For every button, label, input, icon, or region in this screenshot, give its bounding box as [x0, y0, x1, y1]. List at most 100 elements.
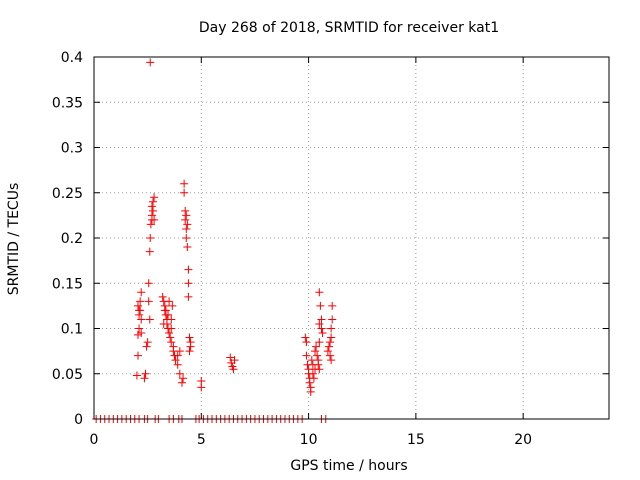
data-point — [313, 351, 322, 360]
data-point — [137, 288, 146, 297]
data-point — [314, 360, 323, 369]
data-point — [186, 342, 195, 351]
data-point — [184, 279, 193, 288]
data-point — [173, 351, 182, 360]
data-point — [180, 188, 189, 197]
data-point — [183, 243, 192, 252]
data-point — [175, 369, 184, 378]
data-point — [311, 347, 320, 356]
data-point — [317, 324, 326, 333]
data-point — [149, 206, 158, 215]
data-point — [142, 342, 151, 351]
data-point — [327, 333, 336, 342]
data-point — [185, 333, 194, 342]
data-point — [135, 306, 144, 315]
data-point — [316, 301, 325, 310]
data-point — [145, 247, 154, 256]
data-point — [159, 319, 168, 328]
data-point — [182, 211, 191, 220]
data-point — [181, 206, 190, 215]
data-point — [132, 371, 141, 380]
data-point — [173, 360, 182, 369]
data-point — [133, 351, 142, 360]
data-point — [165, 329, 174, 338]
y-tick-label: 0 — [74, 412, 83, 428]
data-point — [167, 315, 176, 324]
data-point — [147, 202, 156, 211]
data-point — [180, 179, 189, 188]
plot-frame — [93, 56, 610, 420]
chart-title: Day 268 of 2018, SRMTID for receiver kat… — [199, 20, 499, 36]
data-point — [137, 329, 146, 338]
data-point — [326, 338, 335, 347]
data-point — [312, 342, 321, 351]
data-point — [135, 324, 144, 333]
data-point — [315, 365, 324, 374]
data-point — [305, 378, 314, 387]
data-point — [185, 347, 194, 356]
data-point — [149, 197, 158, 206]
data-point — [226, 353, 235, 362]
data-point — [150, 215, 159, 224]
data-point — [147, 211, 156, 220]
data-point — [326, 351, 335, 360]
data-point — [144, 297, 153, 306]
y-tick-label: 0.15 — [52, 276, 83, 292]
y-tick-label: 0.05 — [52, 367, 83, 383]
y-tick-label: 0.3 — [61, 141, 83, 157]
y-tick-label: 0.35 — [52, 95, 83, 111]
data-point — [324, 342, 333, 351]
grid — [94, 57, 609, 419]
data-point — [161, 306, 170, 315]
data-point — [183, 220, 192, 229]
data-point — [323, 347, 332, 356]
tick-labels: 0 0.05 0.1 0.15 0.2 0.25 0.3 0.35 0.4 0 5 10 15 20 — [52, 50, 532, 448]
data-point — [167, 338, 176, 347]
data-point — [328, 301, 337, 310]
data-point — [133, 330, 142, 339]
data-point — [164, 310, 173, 319]
data-point — [306, 387, 315, 396]
data-point — [141, 369, 150, 378]
data-point — [146, 58, 155, 67]
data-point — [137, 315, 146, 324]
data-point — [133, 301, 142, 310]
x-tick-label: 10 — [300, 432, 318, 448]
data-point — [315, 338, 324, 347]
x-tick-label: 0 — [90, 432, 99, 448]
data-point — [184, 265, 193, 274]
data-point — [143, 338, 152, 347]
data-point — [327, 324, 336, 333]
data-point — [144, 279, 153, 288]
data-point — [309, 374, 318, 383]
data-point — [315, 288, 324, 297]
data-point — [168, 301, 177, 310]
data-points — [92, 58, 337, 423]
x-tick-label: 5 — [197, 432, 206, 448]
y-tick-label: 0.25 — [52, 186, 83, 202]
data-point — [182, 234, 191, 242]
data-point — [327, 356, 336, 365]
data-point — [302, 351, 311, 360]
y-tick-label: 0.4 — [61, 50, 83, 66]
data-point — [150, 193, 159, 202]
x-tick-label: 20 — [514, 432, 532, 448]
data-point — [229, 365, 238, 374]
data-point — [140, 374, 149, 383]
x-axis-label: GPS time / hours — [290, 458, 407, 474]
data-point — [317, 315, 326, 324]
data-point — [315, 319, 324, 328]
y-axis-label: SRMTID / TECUs — [6, 183, 22, 296]
data-point — [145, 315, 154, 324]
data-point — [171, 356, 180, 365]
data-point — [318, 329, 327, 338]
data-point — [184, 292, 193, 301]
data-point — [166, 333, 175, 342]
data-point — [177, 378, 186, 387]
x-tick-label: 15 — [407, 432, 425, 448]
data-point — [308, 369, 317, 378]
y-tick-label: 0.1 — [61, 322, 83, 338]
data-point — [182, 224, 191, 233]
data-point — [328, 315, 337, 324]
